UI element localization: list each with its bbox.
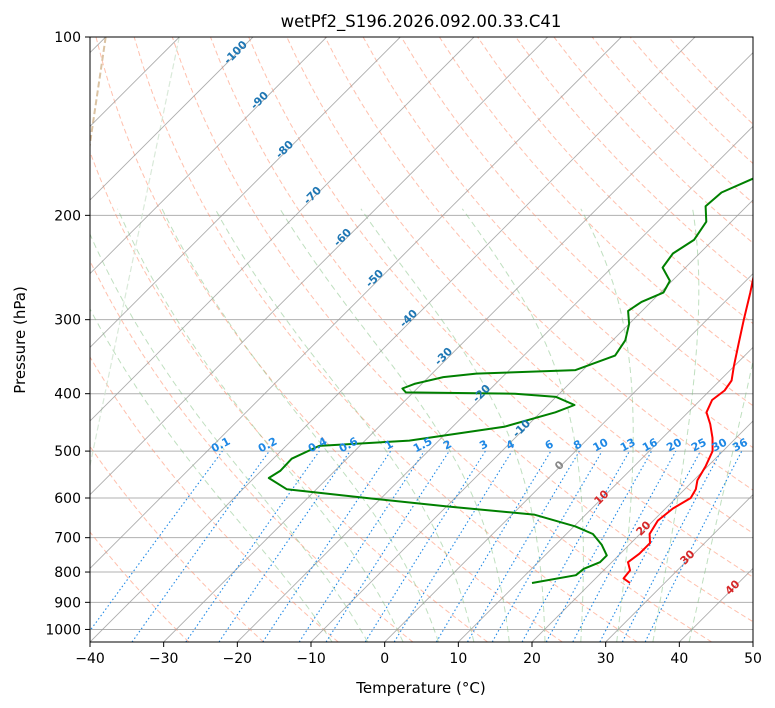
guide-lines [90,37,753,642]
x-tick-label: 50 [744,651,762,667]
y-tick-label: 500 [54,444,81,460]
mixing-ratio-label: 10 [591,436,611,455]
mixing-ratio-line [262,450,392,642]
extra-guide-line [90,37,180,469]
mixing-ratio-line [393,450,513,642]
moist-adiabat [90,308,333,642]
moist-adiabat [117,208,404,642]
dry-adiabat [133,37,638,642]
isotherm-gridline [90,37,254,201]
x-tick-label: −10 [296,651,326,667]
dry-adiabat [248,37,753,578]
mixing-ratio-line [572,450,677,642]
isotherm-gridline [310,199,753,642]
mixing-ratio-line [218,450,351,642]
mixing-ratio-line [644,450,743,642]
y-tick-label: 200 [54,208,81,224]
mixing-ratio-label: 20 [664,436,684,455]
mixing-ratio-line [325,450,450,642]
dry-adiabat [171,37,712,642]
y-tick-label: 900 [54,595,81,611]
chart-title: wetPf2_S196.2026.092.00.33.C41 [281,12,562,32]
dry-adiabat [400,37,753,407]
isotherm-gridline [90,37,696,642]
mixing-ratio-line [131,450,270,642]
isotherm-gridline [90,37,327,275]
isotherm-gridline [90,37,548,496]
mixing-ratio-label: 13 [618,436,638,455]
y-tick-label: 100 [54,30,81,46]
mixing-ratio-line [521,450,630,642]
x-tick-label: −30 [149,651,179,667]
mixing-ratio-line [185,450,320,642]
isotherm-gridline [90,37,475,422]
mixing-ratio-line [90,450,223,632]
y-tick-label: 800 [54,565,81,581]
plot-frame [89,36,754,643]
isotherm-gridline [163,52,753,642]
dry-adiabat [90,531,190,642]
mixing-ratio-line [298,450,425,642]
dry-adiabat [515,37,753,284]
x-tick-label: −40 [75,651,105,667]
x-tick-label: −20 [223,651,253,667]
x-axis: −40 −30 −20 −10 0 10 20 30 40 50 [75,642,762,667]
dry-adiabat [324,37,753,491]
dry-adiabat [95,37,563,642]
isotherm-gridline [531,420,753,642]
x-tick-label: 0 [380,651,389,667]
y-tick-label: 700 [54,531,81,547]
mixing-ratio-label: 25 [689,436,709,455]
moist-adiabat [461,208,584,642]
extra-guide-line [90,37,107,151]
x-tick-label: 40 [670,651,688,667]
x-tick-label: 10 [449,651,467,667]
moist-adiabat [652,208,700,642]
y-tick-label: 600 [54,491,81,507]
dry-adiabat [90,445,264,642]
sounding-series [267,177,753,584]
y-axis: 100 200 300 400 500 600 700 800 900 1000 [45,30,90,638]
x-tick-label: 20 [523,651,541,667]
isotherm-gridline [605,494,753,642]
isotherm-gridline [384,273,753,642]
dry-adiabat [438,37,753,366]
y-tick-label: 400 [54,387,81,403]
dry-adiabat [90,356,339,642]
mixing-ratio-label: 30 [710,436,730,455]
dry-adiabat [90,150,488,642]
isotherm-gridline [90,37,622,569]
isotherm-gridline [237,125,753,642]
moist-adiabat [279,208,510,642]
temperature-profile-line [622,274,753,584]
moist-adiabat [580,208,634,642]
moist-adiabat [90,232,369,642]
mixing-ratio-label: 36 [730,436,750,455]
y-axis-title: Pressure (hPa) [11,286,29,394]
y-tick-label: 300 [54,313,81,329]
mixing-ratio-label: 16 [640,436,660,455]
isotherm-gridline [90,37,401,348]
dewpoint-profile-line [267,177,753,584]
moist-adiabat [214,208,475,642]
isotherm-gridline [458,346,753,642]
dry-adiabat [210,37,753,623]
x-tick-label: 30 [597,651,615,667]
y-tick-label: 1000 [45,622,81,638]
x-axis-title: Temperature (°C) [355,679,485,697]
mixing-ratio-line [545,450,653,642]
